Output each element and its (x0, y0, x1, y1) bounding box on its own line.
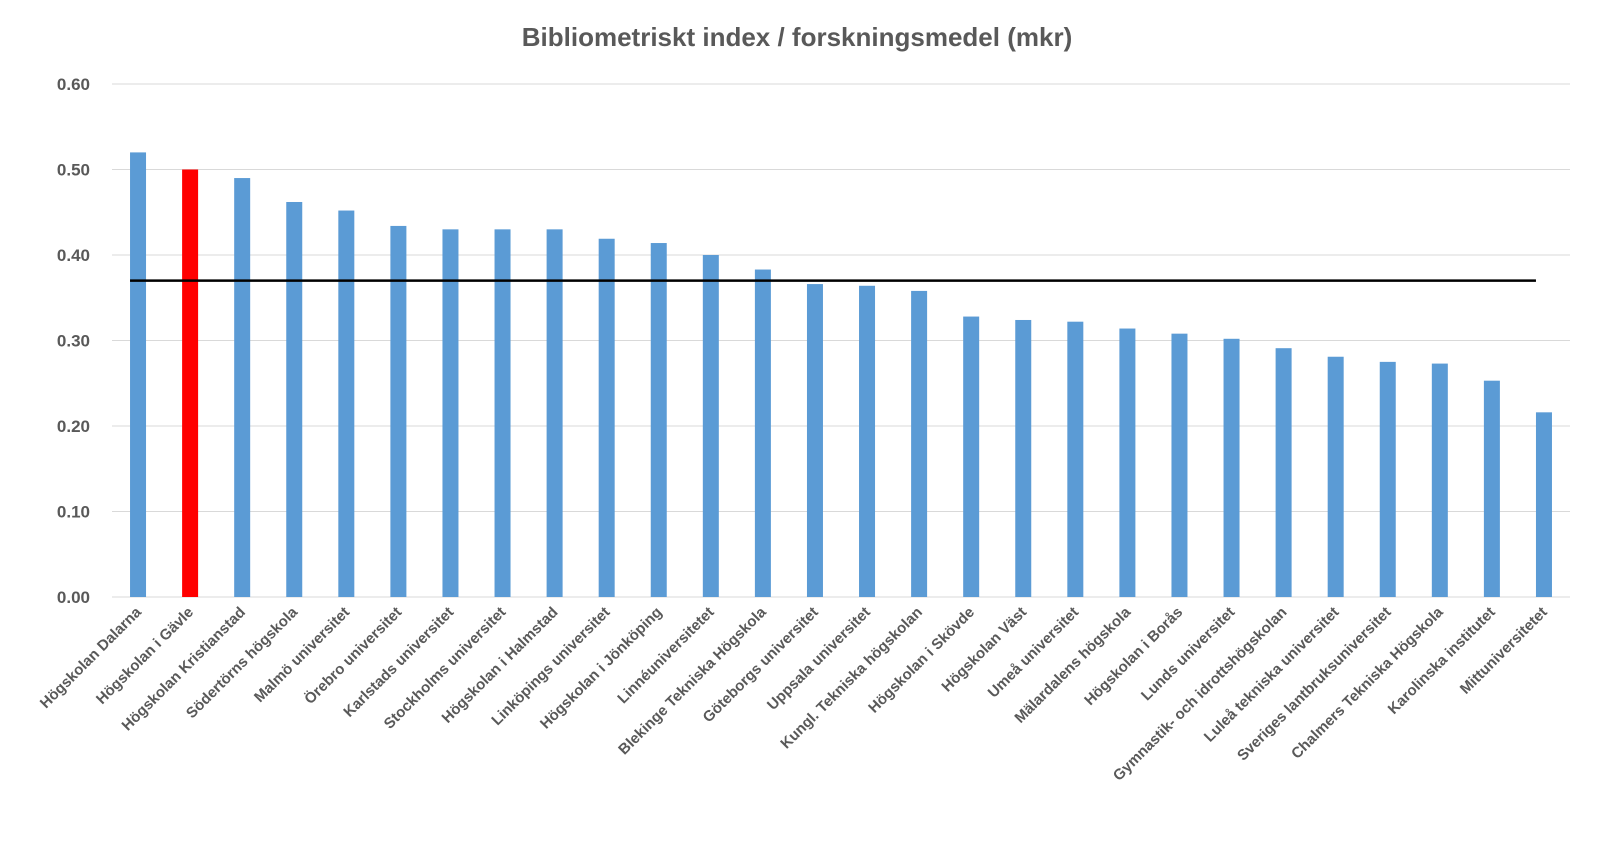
bar (911, 290, 928, 597)
bar (390, 225, 407, 597)
bar (1535, 412, 1552, 597)
bar (806, 284, 823, 597)
bar (442, 229, 459, 597)
bar (1431, 363, 1448, 597)
bar (1379, 361, 1396, 597)
bar (963, 316, 980, 597)
x-tick-label: Malmö universitet (251, 604, 353, 706)
bar (1119, 328, 1136, 597)
x-tick-label: Högskolan i Borås (1081, 604, 1186, 709)
x-tick-label: Umeå universitet (985, 604, 1083, 702)
bar (1067, 321, 1084, 597)
gridlines (112, 83, 1570, 598)
chart-title: Bibliometriskt index / forskningsmedel (… (522, 22, 1072, 52)
bar (754, 269, 771, 597)
bar (1223, 338, 1240, 597)
x-tick-label: Högskolan i Gävle (93, 604, 197, 708)
bar (702, 255, 719, 597)
y-axis-ticks: 0.00 0.10 0.20 0.30 0.40 0.50 0.60 (57, 75, 90, 607)
bar (1171, 333, 1188, 597)
bar (1275, 348, 1292, 597)
x-tick-label: Högskolan Dalarna (37, 603, 146, 712)
bar (338, 210, 355, 598)
x-tick-label: Örebro universitet (301, 604, 405, 708)
y-tick-label: 0.40 (57, 246, 90, 265)
bar (1015, 319, 1032, 597)
bar-highlighted (182, 169, 199, 597)
bar (859, 285, 876, 597)
x-tick-label: Linnéuniversitetet (614, 604, 717, 707)
bar (130, 152, 147, 597)
y-tick-label: 0.00 (57, 588, 90, 607)
y-tick-label: 0.10 (57, 503, 90, 522)
bar (1327, 356, 1344, 597)
x-tick-label: Mittuniversitetet (1457, 604, 1551, 698)
bar (234, 178, 251, 598)
bar (598, 238, 615, 597)
y-tick-label: 0.20 (57, 417, 90, 436)
bar (494, 229, 511, 597)
y-tick-label: 0.30 (57, 332, 90, 351)
y-tick-label: 0.50 (57, 161, 90, 180)
x-tick-label: Uppsala universitet (764, 604, 874, 714)
bar (286, 201, 303, 598)
x-tick-label: Lunds universitet (1138, 604, 1238, 704)
bars (130, 152, 1552, 598)
bar (546, 229, 563, 597)
y-tick-label: 0.60 (57, 75, 90, 94)
bar (1483, 380, 1500, 597)
bar (650, 243, 667, 597)
